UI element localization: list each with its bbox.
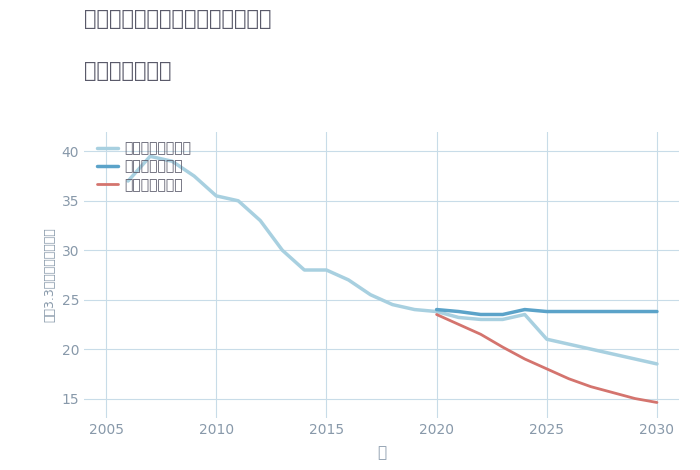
- Line: グッドシナリオ: グッドシナリオ: [437, 310, 657, 314]
- ノーマルシナリオ: [300, 267, 309, 273]
- ノーマルシナリオ: [653, 361, 662, 367]
- グッドシナリオ: [454, 309, 463, 314]
- ノーマルシナリオ: [498, 317, 507, 322]
- グッドシナリオ: [498, 312, 507, 317]
- グッドシナリオ: [521, 307, 529, 313]
- ノーマルシナリオ: [146, 154, 154, 159]
- Y-axis label: 坪（3.3㎡）単価（万円）: 坪（3.3㎡）単価（万円）: [43, 227, 56, 322]
- Text: 土地の価格推移: 土地の価格推移: [84, 61, 172, 81]
- ノーマルシナリオ: [322, 267, 330, 273]
- ノーマルシナリオ: [410, 307, 419, 313]
- Text: 兵庫県たつの市揖保川町新在家の: 兵庫県たつの市揖保川町新在家の: [84, 9, 272, 30]
- バッドシナリオ: [542, 366, 551, 372]
- ノーマルシナリオ: [477, 317, 485, 322]
- ノーマルシナリオ: [565, 341, 573, 347]
- ノーマルシナリオ: [344, 277, 353, 283]
- ノーマルシナリオ: [587, 346, 595, 352]
- ノーマルシナリオ: [212, 193, 220, 199]
- バッドシナリオ: [454, 321, 463, 327]
- ノーマルシナリオ: [454, 314, 463, 320]
- グッドシナリオ: [587, 309, 595, 314]
- グッドシナリオ: [653, 309, 662, 314]
- ノーマルシナリオ: [389, 302, 397, 307]
- バッドシナリオ: [587, 384, 595, 390]
- バッドシナリオ: [521, 356, 529, 362]
- Line: ノーマルシナリオ: ノーマルシナリオ: [128, 157, 657, 364]
- ノーマルシナリオ: [256, 218, 265, 223]
- ノーマルシナリオ: [278, 247, 286, 253]
- ノーマルシナリオ: [190, 173, 198, 179]
- X-axis label: 年: 年: [377, 446, 386, 461]
- バッドシナリオ: [631, 396, 639, 401]
- バッドシナリオ: [653, 400, 662, 405]
- ノーマルシナリオ: [366, 292, 375, 298]
- グッドシナリオ: [631, 309, 639, 314]
- バッドシナリオ: [477, 331, 485, 337]
- ノーマルシナリオ: [433, 309, 441, 314]
- ノーマルシナリオ: [234, 198, 242, 204]
- ノーマルシナリオ: [542, 337, 551, 342]
- ノーマルシナリオ: [124, 178, 132, 184]
- グッドシナリオ: [433, 307, 441, 313]
- Legend: ノーマルシナリオ, グッドシナリオ, バッドシナリオ: ノーマルシナリオ, グッドシナリオ, バッドシナリオ: [97, 141, 192, 192]
- ノーマルシナリオ: [609, 351, 617, 357]
- グッドシナリオ: [542, 309, 551, 314]
- ノーマルシナリオ: [631, 356, 639, 362]
- グッドシナリオ: [477, 312, 485, 317]
- バッドシナリオ: [609, 390, 617, 395]
- バッドシナリオ: [498, 345, 507, 350]
- グッドシナリオ: [565, 309, 573, 314]
- グッドシナリオ: [609, 309, 617, 314]
- ノーマルシナリオ: [521, 312, 529, 317]
- バッドシナリオ: [433, 312, 441, 317]
- バッドシナリオ: [565, 376, 573, 382]
- Line: バッドシナリオ: バッドシナリオ: [437, 314, 657, 402]
- ノーマルシナリオ: [168, 158, 176, 164]
